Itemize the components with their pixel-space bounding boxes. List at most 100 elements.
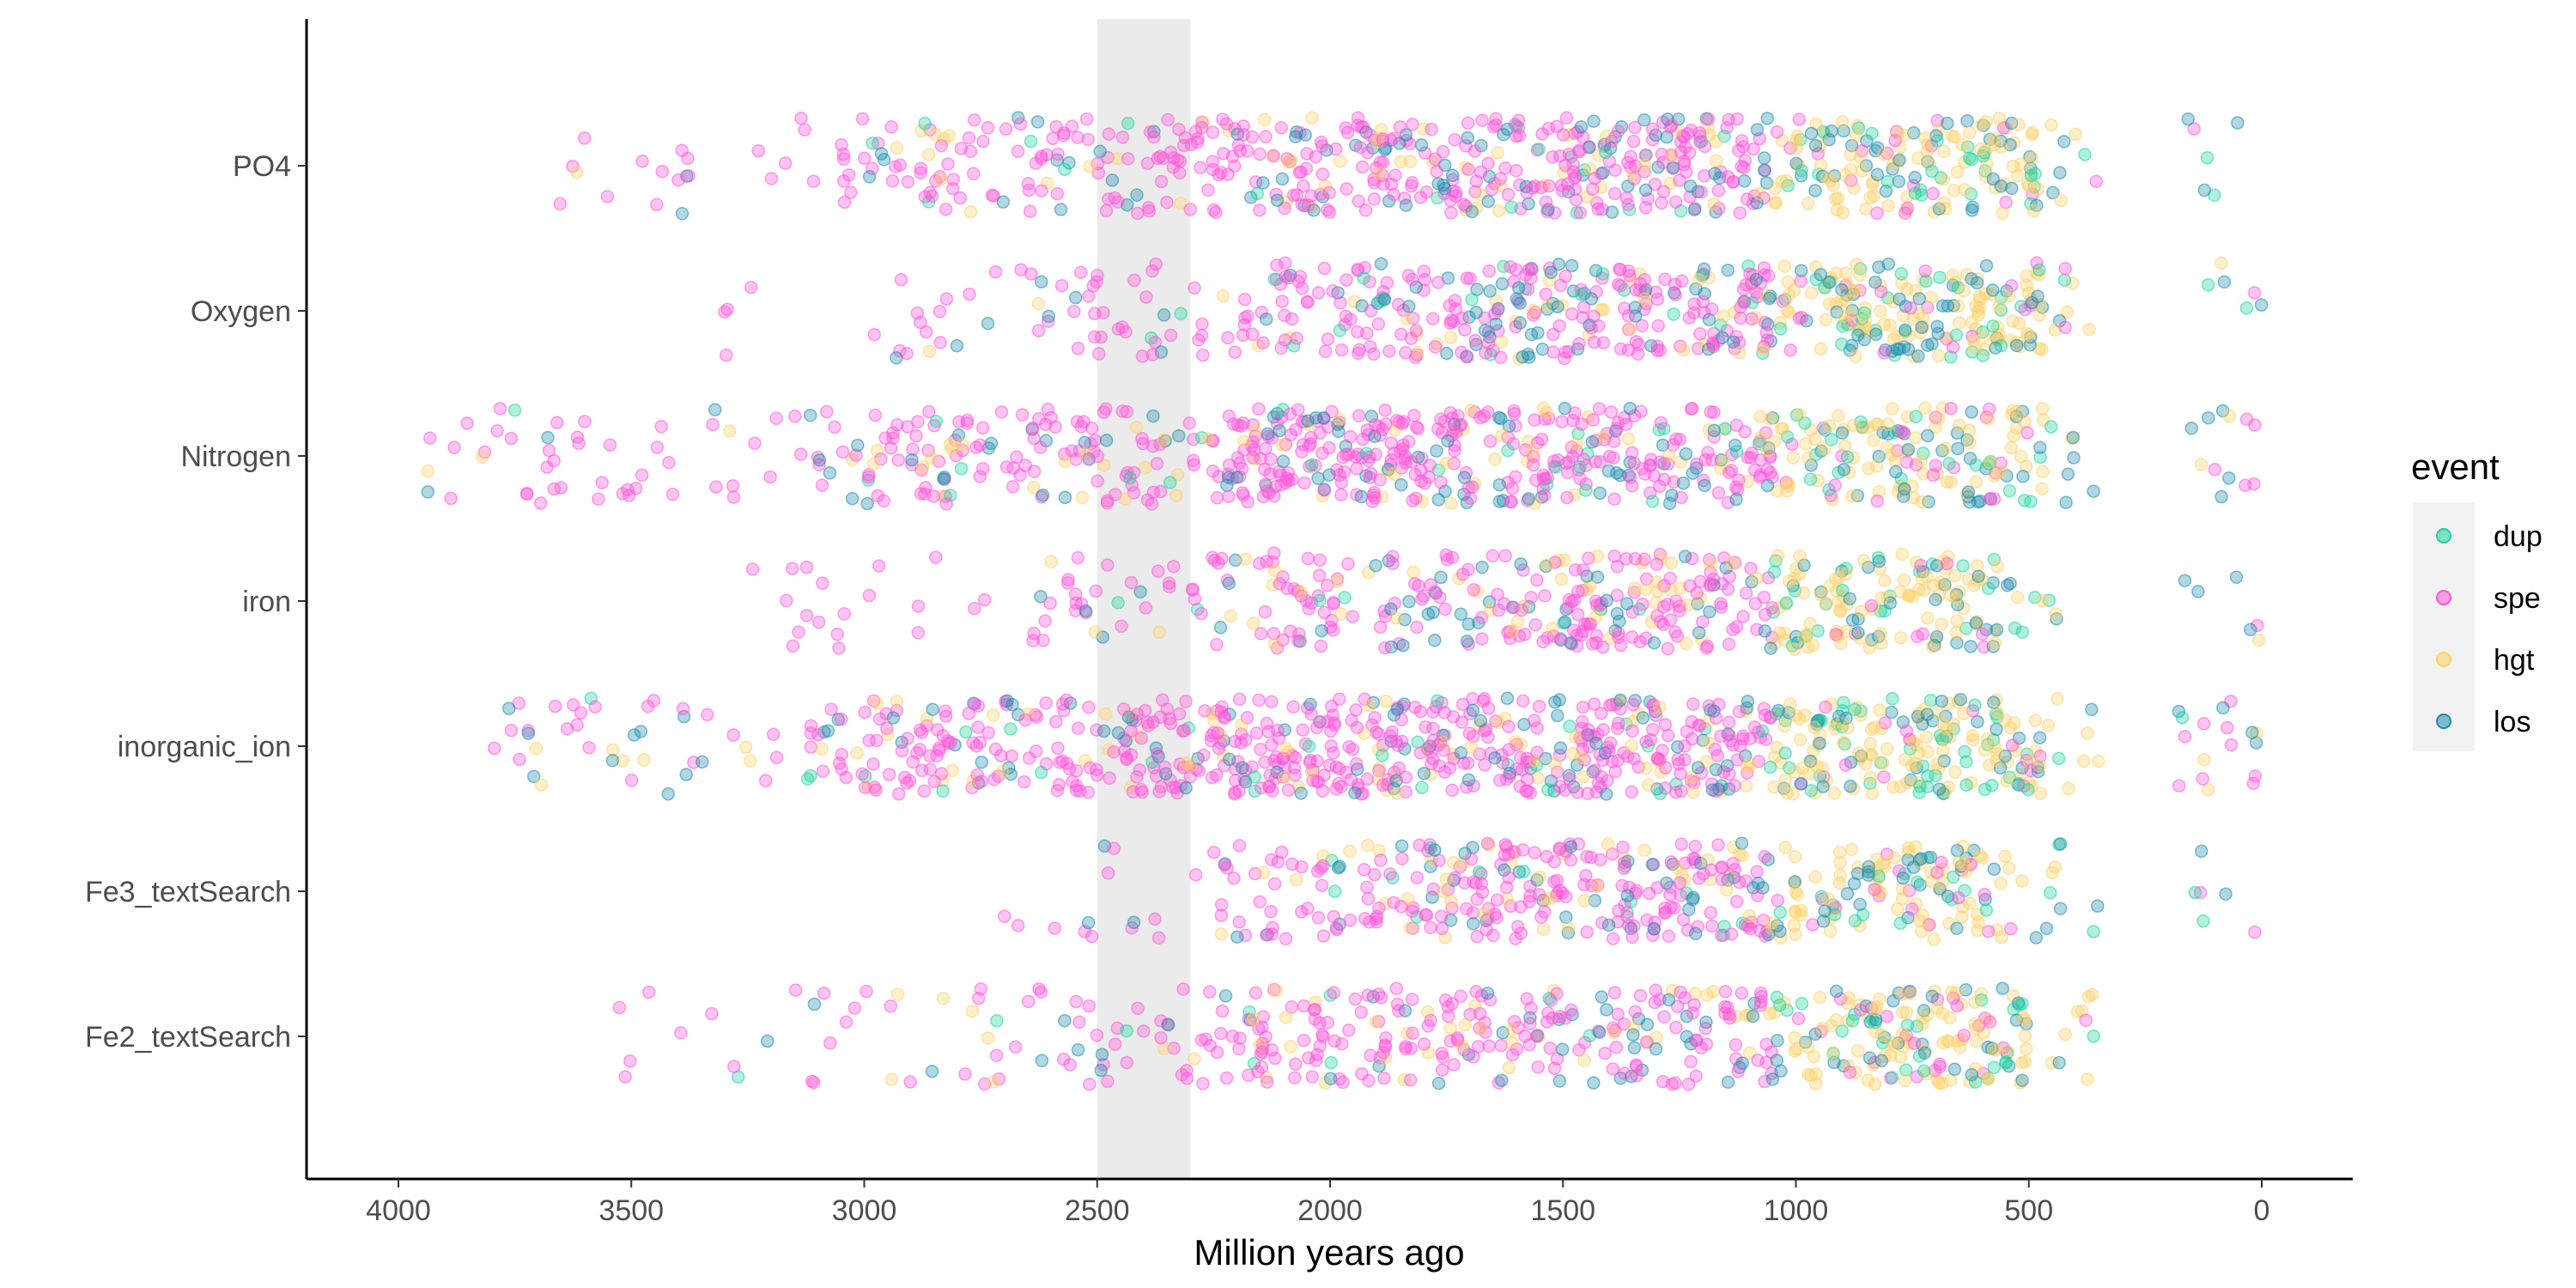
data-point-spe (1445, 783, 1459, 798)
data-point-hgt (1885, 402, 1899, 416)
data-point-hgt (2082, 322, 2096, 337)
data-point-spe (1352, 409, 1366, 422)
data-point-hgt (1847, 181, 1861, 195)
data-point-spe (1294, 589, 1309, 603)
data-point-los (874, 147, 889, 161)
data-point-spe (2058, 320, 2072, 335)
data-point-hgt (1692, 273, 1706, 287)
data-point-hgt (1801, 451, 1815, 465)
data-point-hgt (1839, 567, 1853, 580)
data-point-spe (1612, 626, 1625, 641)
data-point-spe (1498, 549, 1512, 563)
data-point-spe (858, 781, 872, 794)
data-point-spe (1116, 702, 1131, 716)
data-point-hgt (1819, 313, 1833, 327)
data-point-hgt (1676, 343, 1691, 357)
data-point-spe (1302, 1051, 1315, 1065)
data-point-spe (1031, 324, 1046, 337)
data-point-spe (1211, 726, 1224, 740)
data-point-spe (1154, 1030, 1168, 1045)
data-point-spe (1018, 459, 1033, 472)
data-point-spe (1083, 1078, 1097, 1091)
data-point-los (1298, 128, 1312, 142)
data-point-hgt (1877, 318, 1892, 331)
data-point-spe (1145, 348, 1160, 361)
data-point-spe (1515, 603, 1528, 617)
data-point-los (634, 725, 648, 738)
data-point-hgt (1372, 166, 1387, 180)
data-point-los (1157, 308, 1171, 322)
data-point-los (2059, 495, 2073, 509)
data-point-dup (2021, 782, 2035, 797)
data-point-hgt (1955, 137, 1970, 152)
data-point-spe (1530, 745, 1544, 759)
data-point-hgt (1334, 155, 1347, 168)
data-point-spe (1461, 162, 1475, 177)
data-point-dup (2201, 277, 2215, 292)
data-point-spe (1547, 874, 1561, 889)
data-point-spe (1300, 295, 1315, 308)
data-point-los (1218, 989, 1233, 1003)
data-point-spe (1609, 1041, 1624, 1054)
data-point-spe (1299, 161, 1314, 176)
data-point-hgt (1188, 1052, 1201, 1066)
data-point-hgt (1839, 266, 1853, 280)
data-point-spe (1387, 131, 1400, 146)
data-point-spe (1252, 402, 1266, 416)
data-point-hgt (1789, 1042, 1804, 1056)
data-point-hgt (1574, 750, 1588, 764)
data-point-spe (1249, 726, 1264, 740)
data-point-spe (1081, 132, 1095, 147)
data-point-spe (553, 197, 567, 211)
data-point-hgt (1820, 170, 1834, 185)
data-point-hgt (1957, 182, 1971, 197)
data-point-hgt (2081, 1072, 2094, 1086)
data-point-hgt (1152, 625, 1166, 640)
data-point-los (2053, 836, 2068, 851)
data-point-los (1851, 328, 1865, 342)
data-point-spe (1571, 607, 1585, 622)
data-point-spe (1748, 597, 1762, 611)
data-point-los (1985, 283, 2000, 297)
data-point-los (1096, 630, 1109, 644)
data-point-hgt (1289, 872, 1303, 887)
data-point-los (1294, 787, 1308, 800)
data-point-hgt (1909, 283, 1923, 298)
data-point-spe (1409, 324, 1423, 337)
data-point-spe (976, 134, 990, 149)
data-point-spe (1327, 718, 1341, 732)
data-point-hgt (2015, 874, 2029, 888)
data-point-spe (1350, 462, 1364, 476)
data-point-dup (1622, 203, 1637, 216)
data-point-spe (1160, 195, 1174, 210)
data-point-los (1750, 123, 1765, 137)
data-point-los (1765, 1072, 1780, 1086)
data-point-spe (1473, 165, 1488, 179)
data-point-spe (655, 164, 670, 179)
data-point-spe (1341, 556, 1355, 571)
data-point-hgt (1621, 432, 1636, 446)
data-point-spe (1024, 267, 1038, 281)
data-point-spe (1759, 325, 1774, 340)
data-point-spe (1981, 924, 1996, 939)
data-point-spe (1292, 166, 1307, 179)
data-point-spe (1051, 147, 1065, 161)
data-point-los (1941, 116, 1954, 131)
data-point-los (1441, 434, 1455, 448)
data-point-spe (1327, 1034, 1341, 1048)
data-point-spe (1392, 1004, 1406, 1018)
data-point-los (1872, 260, 1886, 274)
data-point-spe (811, 615, 826, 629)
data-point-hgt (2031, 182, 2045, 196)
data-point-hgt (1876, 756, 1890, 770)
data-point-spe (1668, 1076, 1682, 1091)
data-point-spe (1054, 278, 1069, 293)
x-tick-label: 3000 (832, 1194, 897, 1227)
data-point-dup (1919, 274, 1933, 289)
data-point-spe (1214, 897, 1229, 912)
data-point-spe (706, 417, 720, 432)
data-point-spe (1011, 144, 1025, 159)
data-point-dup (1174, 307, 1188, 320)
data-point-spe (1289, 1057, 1303, 1072)
data-point-los (1825, 124, 1838, 138)
